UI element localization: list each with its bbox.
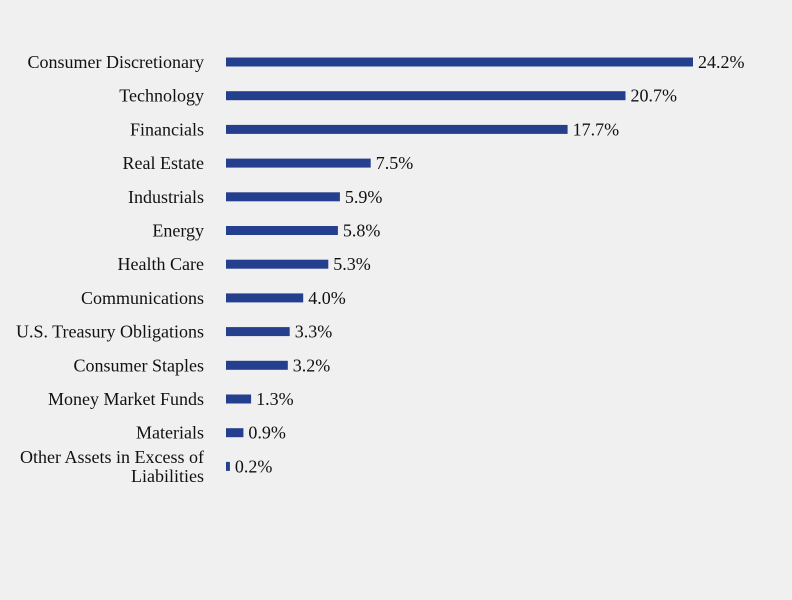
category-label: Energy [152,221,204,241]
category-label: Communications [81,288,204,308]
value-label: 0.2% [235,456,273,476]
category-label: Other Assets in Excess of Liabilities [20,447,204,486]
bar [226,124,568,134]
value-label: 5.3% [333,254,371,274]
bars-layer: Consumer Discretionary 24.2% Technology 20.… [16,52,745,486]
category-label: Consumer Discretionary [28,52,204,72]
category-label: Real Estate [123,153,204,173]
value-label: 5.9% [345,187,383,207]
value-label: 3.3% [295,322,333,342]
value-label: 5.8% [343,221,381,241]
bar [226,461,230,471]
value-label: 17.7% [573,119,620,139]
value-label: 3.2% [293,355,331,375]
bar [226,293,304,303]
bar [226,327,290,337]
bar [226,192,340,202]
category-label: Health Care [118,254,204,274]
category-label: Money Market Funds [48,389,204,409]
category-label: Financials [130,119,204,139]
value-label: 24.2% [698,52,745,72]
bar [226,360,288,370]
category-label: U.S. Treasury Obligations [16,322,204,342]
category-label: Technology [119,86,204,106]
bar [226,428,244,438]
value-label: 7.5% [376,153,414,173]
value-label: 0.9% [248,423,286,443]
category-label: Materials [136,423,204,443]
value-label: 1.3% [256,389,294,409]
bar [226,259,329,269]
category-label: Industrials [128,187,204,207]
bar [226,158,371,168]
bar [226,57,693,67]
bar [226,394,252,404]
bar [226,91,626,101]
value-label: 20.7% [631,86,678,106]
bar [226,226,338,235]
value-label: 4.0% [308,288,346,308]
category-label: Consumer Staples [74,355,205,375]
